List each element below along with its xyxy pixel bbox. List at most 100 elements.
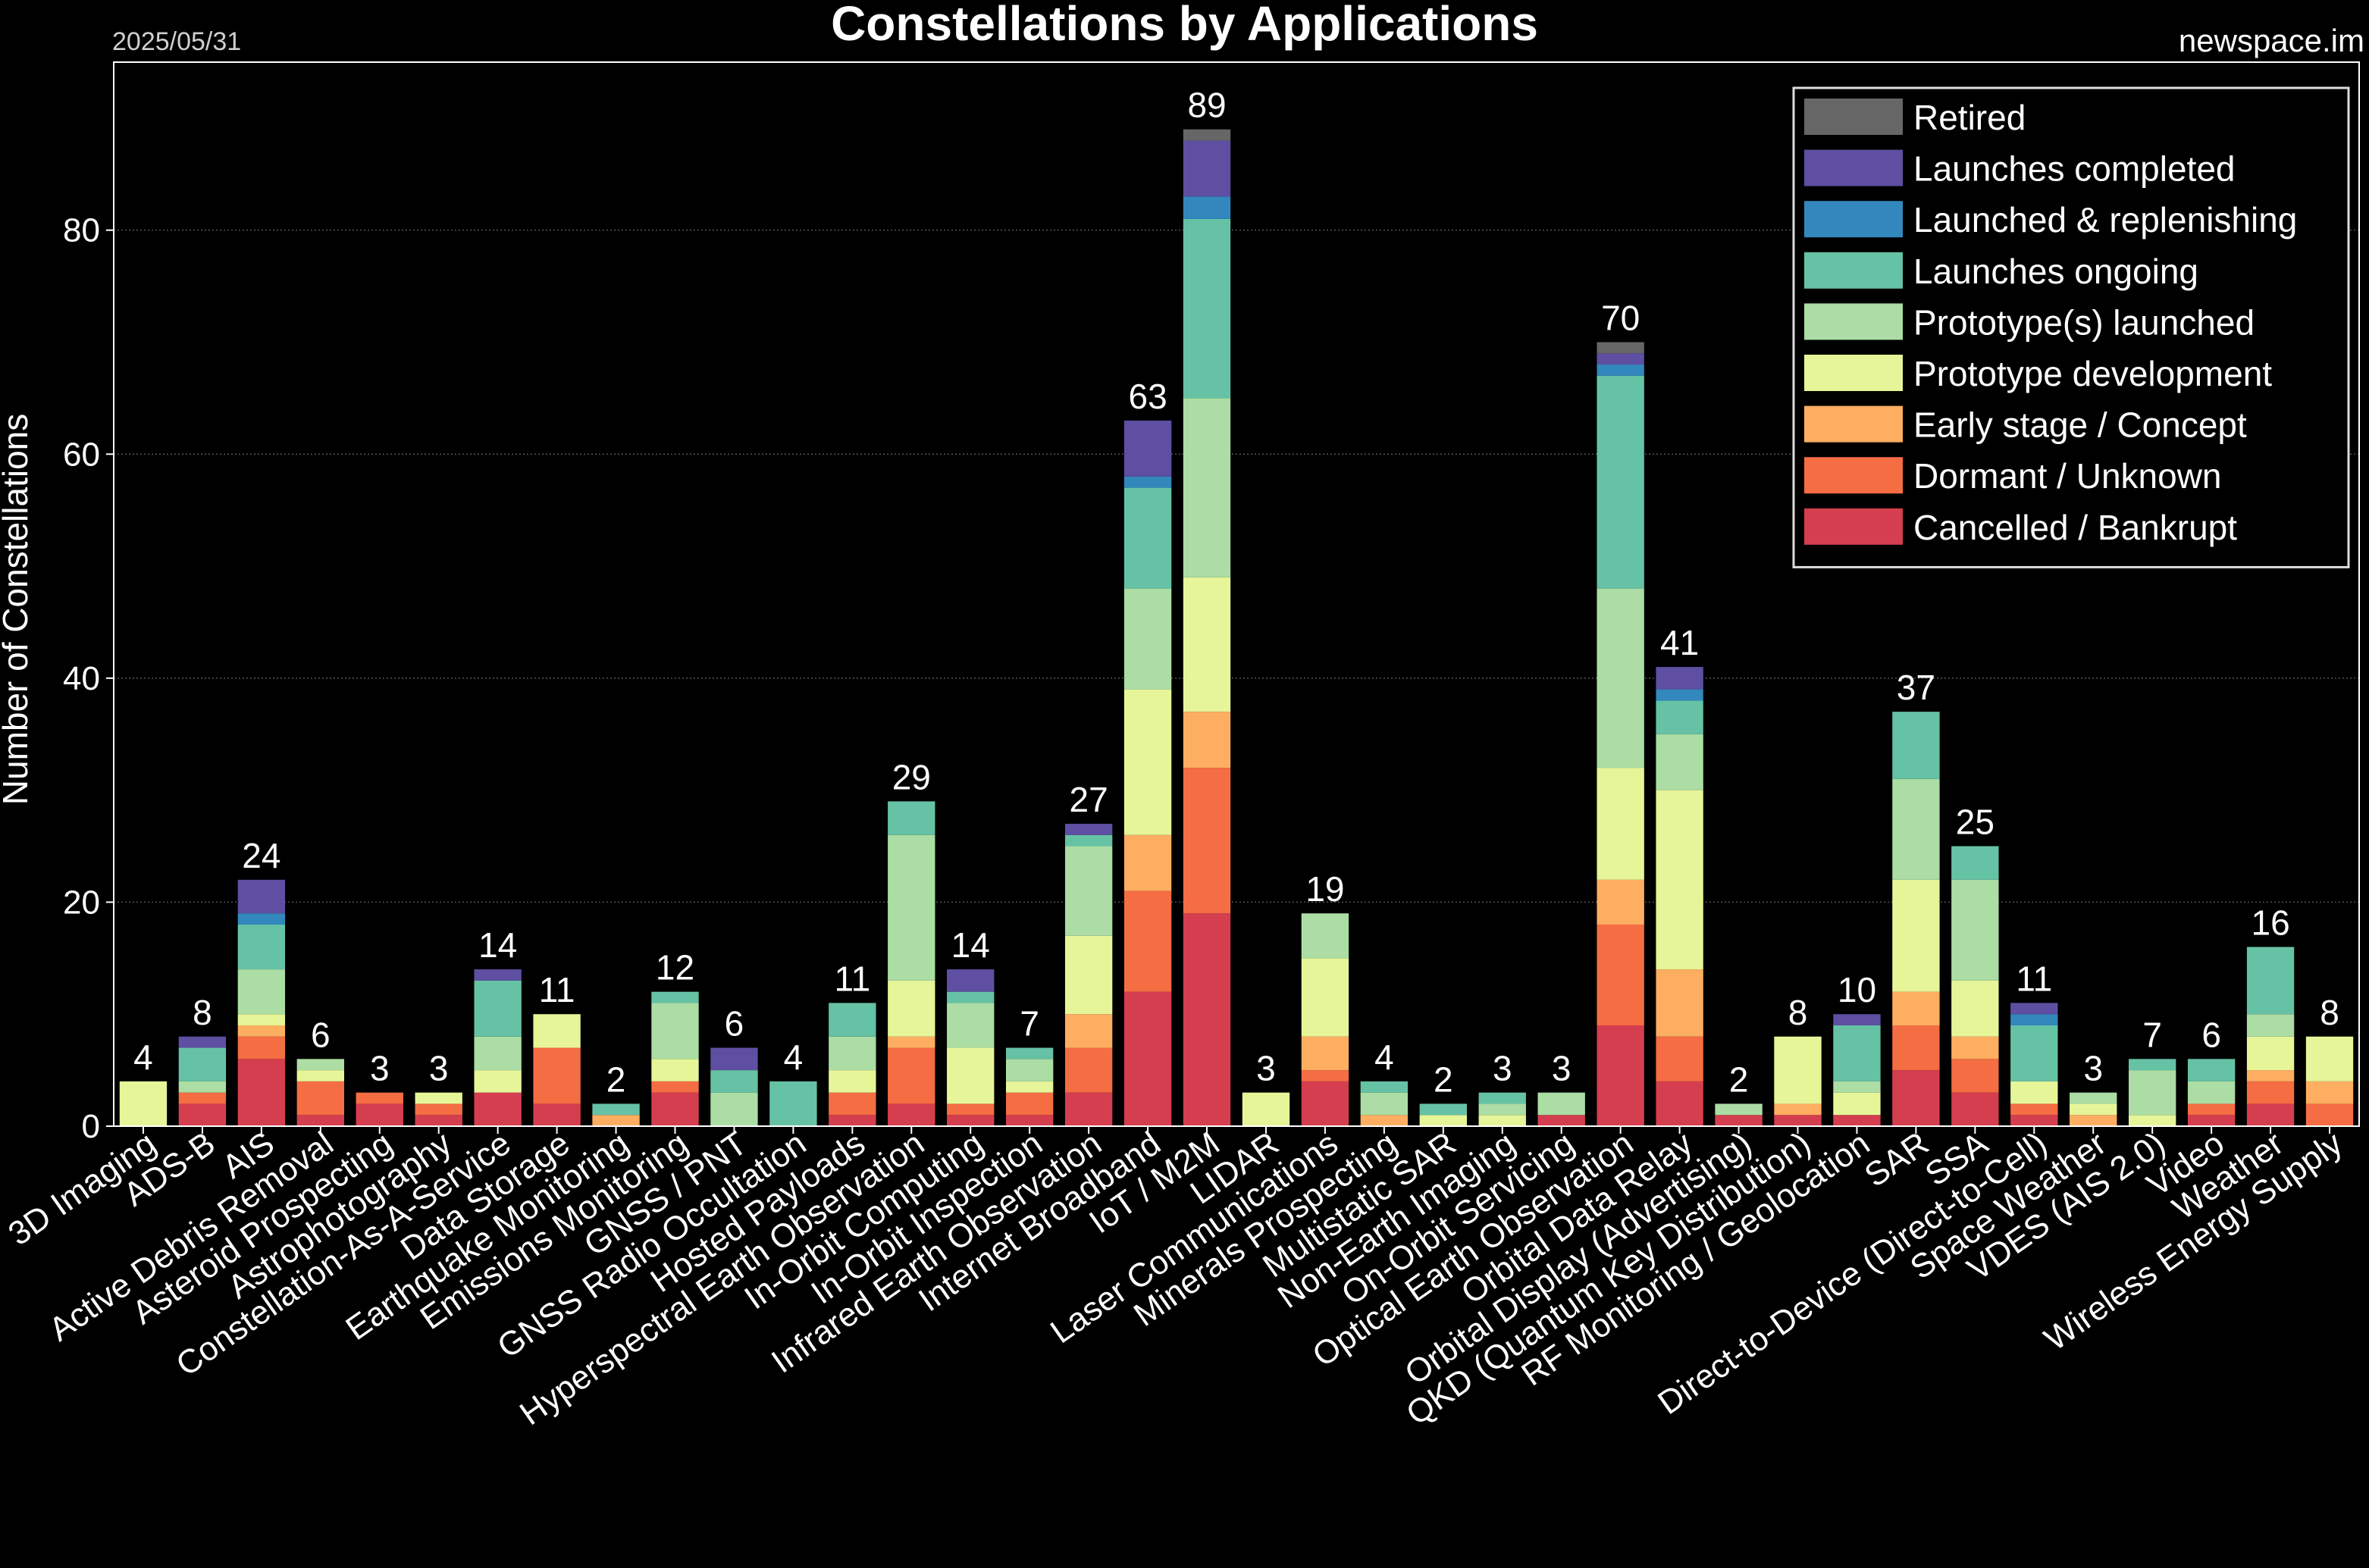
bar-total-label: 6 [2201,1015,2221,1054]
bar-segment [1656,734,1703,790]
bar-segment [829,1115,876,1126]
bar-segment [296,1070,344,1081]
bar-total-label: 16 [2251,903,2289,943]
legend-swatch [1804,201,1903,238]
bar-segment [237,879,286,914]
bar-segment [178,1103,227,1126]
legend-label: Prototype(s) launched [1913,302,2255,342]
bar-segment [2246,1036,2295,1071]
source-label: newspace.im [2178,23,2364,58]
bar-segment [2246,947,2295,1015]
bar-segment [415,1092,462,1104]
bar-segment [1123,689,1172,835]
bar-segment [1892,778,1940,880]
bar-segment [1715,1103,1763,1116]
bar-segment [710,1047,758,1071]
bar-total-label: 3 [2083,1049,2103,1088]
y-tick-label: 0 [82,1108,100,1145]
y-tick-label: 60 [63,436,100,473]
bar-total-label: 7 [1020,1004,1039,1044]
legend-swatch [1804,99,1903,135]
bar-segment [1892,1070,1940,1126]
bar-segment [2305,1081,2354,1104]
bar-segment [178,1092,227,1104]
bar-segment [237,913,286,925]
bar-segment [415,1115,462,1126]
bar-segment [1597,768,1644,880]
bar-segment [1064,834,1113,847]
bar-segment [2070,1115,2117,1126]
bar-segment [1123,476,1172,488]
bar-total-label: 10 [1838,970,1876,1009]
bar-segment [1774,1103,1822,1116]
bar-segment [1183,218,1231,399]
bar-segment [592,1115,640,1126]
bar-segment [1064,935,1113,1015]
bar-total-label: 63 [1128,377,1167,416]
bar-segment [2010,1115,2058,1126]
bar-total-label: 2 [1434,1059,1453,1099]
bar-segment [1892,879,1940,992]
bar-segment [1774,1115,1822,1126]
legend-label: Cancelled / Bankrupt [1913,508,2237,547]
bar-segment [1123,834,1172,891]
bar-segment [1597,342,1644,354]
legend-swatch [1804,457,1903,494]
bar-total-label: 14 [478,925,517,965]
bar-segment [2246,1014,2295,1037]
bar-segment [2187,1103,2236,1116]
bar-segment [1892,991,1940,1025]
bar-segment [888,1036,935,1048]
bar-total-label: 2 [1729,1059,1749,1099]
bar-segment [1064,846,1113,936]
bar-segment [2187,1059,2236,1081]
y-tick-label: 20 [63,884,100,921]
y-tick-label: 80 [63,212,100,249]
bar-segment [296,1115,344,1126]
bar-segment [1419,1115,1467,1126]
bar-segment [533,1047,581,1104]
bar-segment [2187,1081,2236,1104]
bar-total-label: 41 [1660,623,1699,662]
bar-segment [1892,712,1940,779]
bar-segment [2010,1103,2058,1116]
bar-segment [415,1103,462,1116]
legend-swatch [1804,252,1903,289]
bar-total-label: 4 [784,1038,804,1077]
bar-segment [1597,375,1644,589]
bar-segment [1360,1115,1409,1126]
legend-label: Launches ongoing [1913,252,2198,291]
legend-swatch [1804,149,1903,186]
bar-segment [1064,823,1113,835]
bar-segment [1833,1025,1881,1081]
bar-total-label: 8 [193,993,212,1032]
bar-segment [1064,1014,1113,1048]
y-axis-label: Number of Constellations [0,414,35,805]
legend-swatch [1804,303,1903,340]
bar-segment [1123,487,1172,589]
bar-total-label: 4 [1374,1038,1394,1077]
bar-segment [474,969,522,981]
bar-segment [1419,1103,1467,1116]
bar-segment [2246,1081,2295,1104]
bar-segment [237,969,286,1015]
bar-segment [1597,365,1644,376]
bar-segment [178,1036,227,1048]
bar-total-label: 3 [1256,1049,1276,1088]
bar-segment [1656,790,1703,970]
date-stamp: 2025/05/31 [112,27,242,56]
bar-segment [1064,1047,1113,1093]
bar-segment [2305,1036,2354,1081]
bar-segment [356,1103,403,1126]
bar-segment [947,1103,995,1116]
bar-segment [947,969,995,992]
bar-total-label: 37 [1897,668,1935,707]
bar-segment [1301,1081,1349,1126]
plot-frame [113,61,2360,1127]
bar-segment [2129,1059,2176,1071]
legend-label: Launched & replenishing [1913,200,2297,239]
bar-total-label: 14 [951,925,990,965]
bar-segment [1006,1115,1054,1126]
bar-segment [1656,689,1703,701]
bar-segment [1006,1092,1054,1116]
